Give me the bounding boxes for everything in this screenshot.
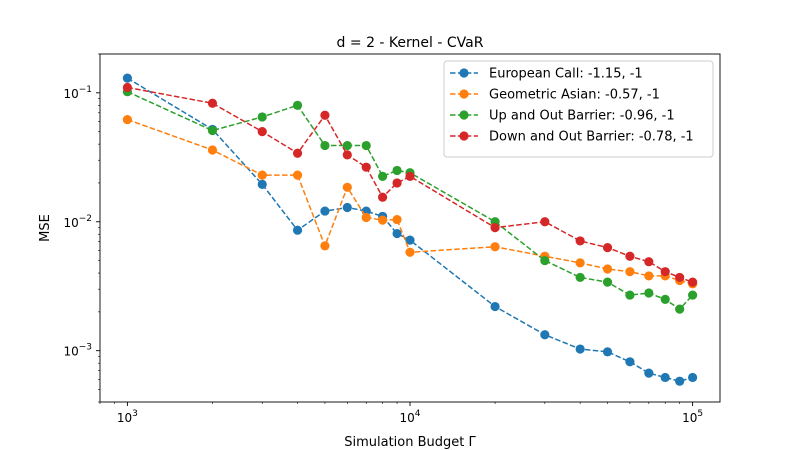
point-down-and-out-barrier bbox=[122, 82, 132, 93]
point-down-and-out-barrier bbox=[688, 277, 698, 287]
y-tick-label: 10−1 bbox=[63, 85, 92, 101]
point-up-and-out-barrier bbox=[207, 125, 218, 136]
point-down-and-out-barrier bbox=[644, 257, 654, 267]
point-down-and-out-barrier bbox=[320, 110, 330, 120]
point-european-call bbox=[122, 73, 132, 83]
point-up-and-out-barrier bbox=[257, 112, 267, 122]
point-geometric-asian bbox=[575, 258, 585, 268]
point-european-call bbox=[675, 376, 685, 386]
point-down-and-out-barrier bbox=[540, 217, 550, 227]
y-tick-label: 10−2 bbox=[63, 214, 92, 230]
y-axis-label: MSE bbox=[38, 214, 53, 242]
x-axis-label: Simulation Budget Γ bbox=[344, 435, 476, 450]
plot-area bbox=[122, 73, 698, 386]
point-down-and-out-barrier bbox=[207, 98, 218, 108]
point-geometric-asian bbox=[392, 214, 402, 225]
point-geometric-asian bbox=[405, 247, 415, 257]
point-european-call bbox=[660, 372, 670, 383]
point-down-and-out-barrier bbox=[257, 127, 267, 137]
legend-swatch-marker bbox=[459, 89, 469, 99]
point-down-and-out-barrier bbox=[490, 223, 500, 233]
point-down-and-out-barrier bbox=[660, 267, 670, 277]
point-european-call bbox=[540, 330, 550, 340]
point-down-and-out-barrier bbox=[602, 243, 613, 253]
point-geometric-asian bbox=[625, 267, 635, 277]
point-geometric-asian bbox=[292, 170, 303, 180]
legend-label: Geometric Asian: -0.57, -1 bbox=[489, 88, 660, 103]
x-tick-label: 105 bbox=[682, 409, 703, 425]
point-european-call bbox=[490, 301, 500, 312]
point-up-and-out-barrier bbox=[342, 140, 352, 151]
point-down-and-out-barrier bbox=[292, 148, 303, 158]
point-european-call bbox=[625, 357, 635, 367]
point-european-call bbox=[602, 347, 613, 357]
point-european-call bbox=[644, 368, 654, 378]
point-up-and-out-barrier bbox=[392, 165, 402, 176]
point-up-and-out-barrier bbox=[644, 288, 654, 298]
point-geometric-asian bbox=[207, 145, 218, 155]
point-european-call bbox=[405, 235, 415, 245]
point-geometric-asian bbox=[361, 212, 371, 223]
point-up-and-out-barrier bbox=[625, 290, 635, 300]
point-european-call bbox=[575, 344, 585, 354]
axes: 103 104 105 10−3 10−2 10−1 bbox=[63, 53, 703, 425]
point-european-call bbox=[688, 372, 698, 383]
point-european-call bbox=[292, 225, 303, 235]
point-down-and-out-barrier bbox=[392, 178, 402, 188]
point-european-call bbox=[342, 202, 352, 213]
legend-swatch-marker bbox=[459, 131, 469, 141]
point-geometric-asian bbox=[602, 264, 613, 274]
point-geometric-asian bbox=[320, 241, 330, 251]
x-tick-label: 103 bbox=[117, 409, 138, 425]
legend-box bbox=[443, 60, 714, 158]
point-geometric-asian bbox=[644, 271, 654, 281]
point-down-and-out-barrier bbox=[575, 236, 585, 246]
legend-label: Up and Out Barrier: -0.96, -1 bbox=[489, 109, 675, 124]
point-up-and-out-barrier bbox=[675, 304, 685, 314]
legend: European Call: -1.15, -1 Geometric Asian:… bbox=[443, 60, 714, 158]
y-tick-label: 10−3 bbox=[63, 343, 92, 359]
point-up-and-out-barrier bbox=[688, 290, 698, 300]
point-european-call bbox=[257, 179, 267, 189]
point-up-and-out-barrier bbox=[540, 255, 550, 266]
point-up-and-out-barrier bbox=[378, 171, 388, 181]
point-up-and-out-barrier bbox=[320, 140, 330, 151]
point-down-and-out-barrier bbox=[342, 150, 352, 160]
point-european-call bbox=[392, 228, 402, 239]
point-geometric-asian bbox=[122, 114, 132, 125]
chart-title: d = 2 - Kernel - CVaR bbox=[337, 35, 484, 51]
point-geometric-asian bbox=[490, 242, 500, 252]
point-down-and-out-barrier bbox=[625, 251, 635, 261]
point-up-and-out-barrier bbox=[660, 294, 670, 304]
point-up-and-out-barrier bbox=[602, 277, 613, 287]
point-down-and-out-barrier bbox=[405, 171, 415, 181]
legend-swatch-marker bbox=[459, 68, 469, 78]
point-down-and-out-barrier bbox=[361, 162, 371, 172]
point-down-and-out-barrier bbox=[675, 272, 685, 283]
point-geometric-asian bbox=[378, 215, 388, 225]
point-up-and-out-barrier bbox=[292, 100, 303, 110]
legend-label: Down and Out Barrier: -0.78, -1 bbox=[489, 130, 694, 145]
point-geometric-asian bbox=[257, 170, 267, 180]
point-down-and-out-barrier bbox=[378, 192, 388, 202]
legend-swatch-marker bbox=[459, 110, 469, 120]
point-up-and-out-barrier bbox=[575, 272, 585, 283]
x-tick-label: 104 bbox=[399, 409, 420, 425]
point-up-and-out-barrier bbox=[361, 140, 371, 151]
point-european-call bbox=[320, 206, 330, 216]
point-geometric-asian bbox=[342, 182, 352, 192]
legend-label: European Call: -1.15, -1 bbox=[489, 67, 643, 82]
